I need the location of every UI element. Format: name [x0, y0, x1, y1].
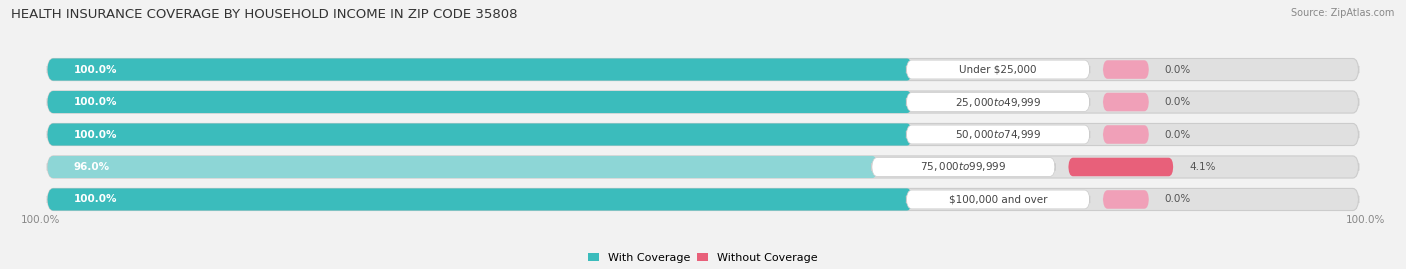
Text: 100.0%: 100.0%: [73, 194, 117, 204]
Text: 100.0%: 100.0%: [21, 215, 60, 225]
Text: 96.0%: 96.0%: [73, 162, 110, 172]
FancyBboxPatch shape: [48, 58, 1358, 81]
Text: HEALTH INSURANCE COVERAGE BY HOUSEHOLD INCOME IN ZIP CODE 35808: HEALTH INSURANCE COVERAGE BY HOUSEHOLD I…: [11, 8, 517, 21]
FancyBboxPatch shape: [907, 125, 1090, 144]
FancyBboxPatch shape: [48, 123, 912, 146]
FancyBboxPatch shape: [907, 190, 1090, 209]
Text: $75,000 to $99,999: $75,000 to $99,999: [921, 161, 1007, 174]
FancyBboxPatch shape: [48, 58, 912, 81]
Text: 100.0%: 100.0%: [73, 97, 117, 107]
Text: $25,000 to $49,999: $25,000 to $49,999: [955, 95, 1042, 108]
FancyBboxPatch shape: [48, 91, 912, 113]
FancyBboxPatch shape: [48, 123, 1358, 146]
Text: Source: ZipAtlas.com: Source: ZipAtlas.com: [1291, 8, 1395, 18]
FancyBboxPatch shape: [48, 188, 1358, 211]
Text: 100.0%: 100.0%: [1346, 215, 1385, 225]
Legend: With Coverage, Without Coverage: With Coverage, Without Coverage: [588, 253, 818, 263]
FancyBboxPatch shape: [1102, 93, 1149, 111]
FancyBboxPatch shape: [48, 91, 1358, 113]
FancyBboxPatch shape: [48, 188, 912, 211]
FancyBboxPatch shape: [1102, 60, 1149, 79]
FancyBboxPatch shape: [1069, 158, 1173, 176]
Text: Under $25,000: Under $25,000: [959, 65, 1036, 75]
Text: 0.0%: 0.0%: [1164, 65, 1191, 75]
Text: 100.0%: 100.0%: [73, 65, 117, 75]
Text: 100.0%: 100.0%: [73, 129, 117, 140]
Text: $50,000 to $74,999: $50,000 to $74,999: [955, 128, 1042, 141]
FancyBboxPatch shape: [48, 156, 879, 178]
Text: 0.0%: 0.0%: [1164, 129, 1191, 140]
FancyBboxPatch shape: [872, 158, 1056, 176]
FancyBboxPatch shape: [907, 93, 1090, 111]
FancyBboxPatch shape: [907, 60, 1090, 79]
Text: 4.1%: 4.1%: [1189, 162, 1216, 172]
FancyBboxPatch shape: [1102, 125, 1149, 144]
FancyBboxPatch shape: [48, 156, 1358, 178]
Text: 0.0%: 0.0%: [1164, 194, 1191, 204]
FancyBboxPatch shape: [1102, 190, 1149, 209]
Text: $100,000 and over: $100,000 and over: [949, 194, 1047, 204]
Text: 0.0%: 0.0%: [1164, 97, 1191, 107]
